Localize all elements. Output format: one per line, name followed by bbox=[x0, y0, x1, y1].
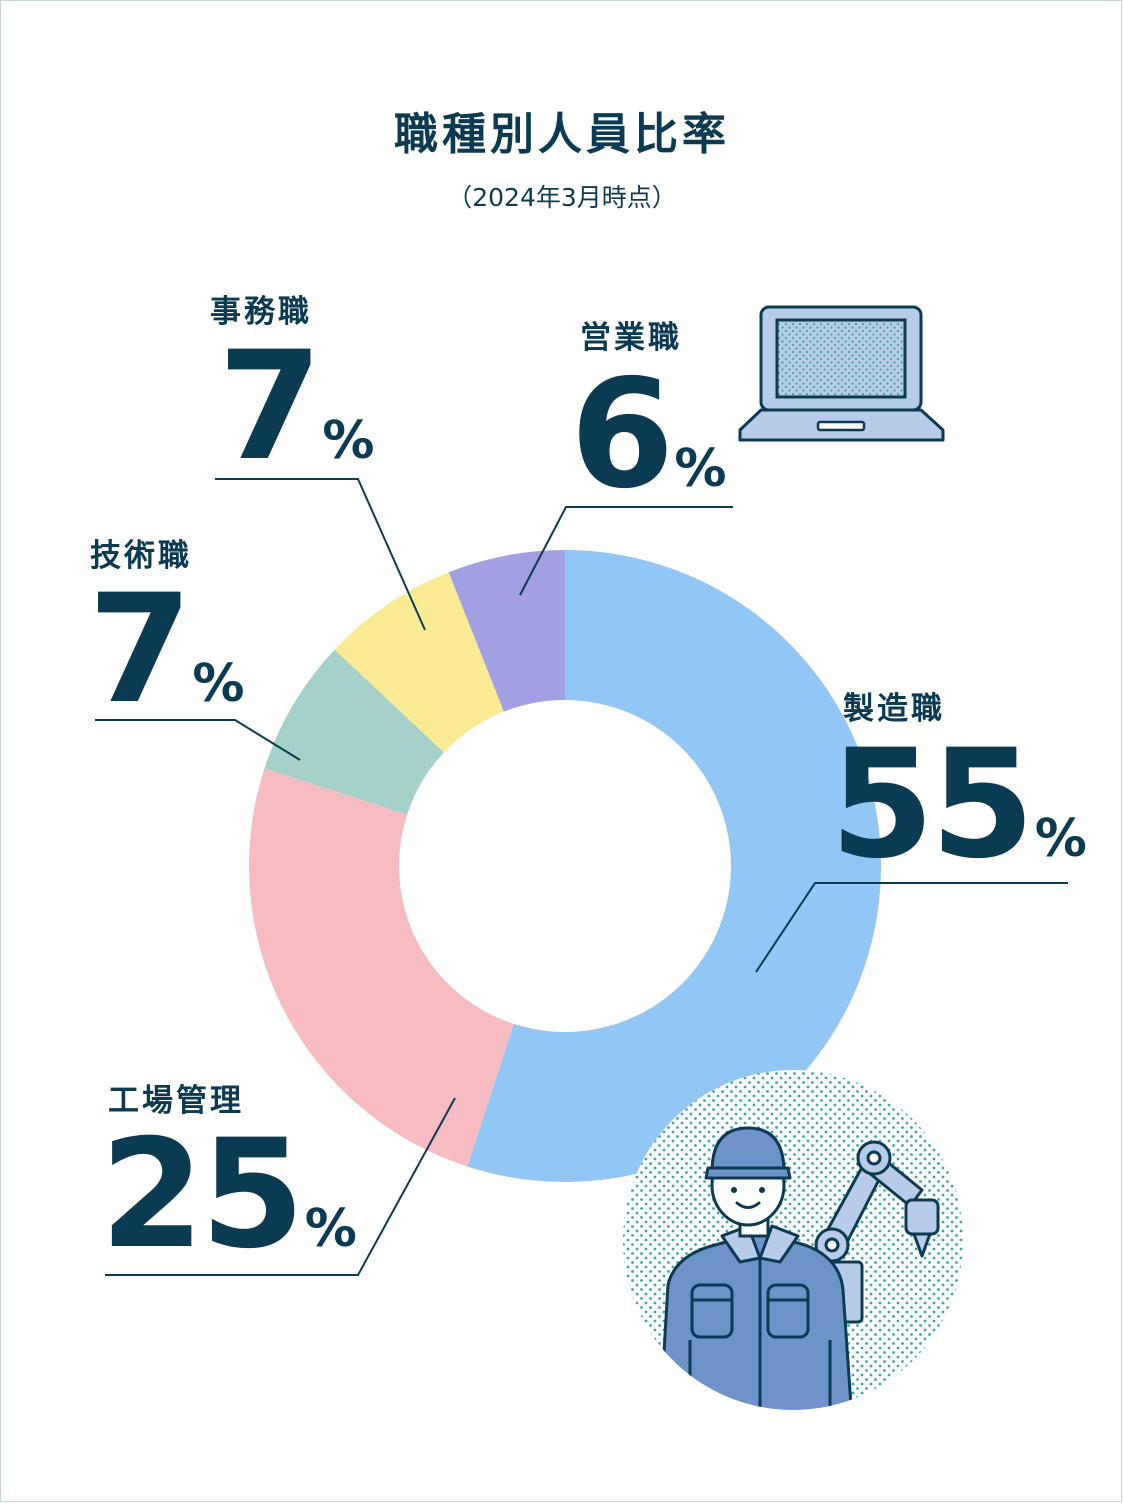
slice-label-eigyo: 営業職 bbox=[580, 320, 682, 356]
pct-unit: % bbox=[1034, 809, 1087, 869]
slice-kojo bbox=[249, 768, 514, 1167]
slice-label-gijutsu: 技術職 bbox=[90, 538, 192, 574]
pct-number-gijutsu: 7 bbox=[88, 563, 192, 737]
slice-gijutsu bbox=[264, 649, 444, 815]
slice-jimu bbox=[334, 572, 504, 753]
leader-line-eigyo bbox=[519, 506, 733, 596]
pct-number-eigyo: 6 bbox=[570, 348, 674, 522]
pct-value-seizo: 55% bbox=[830, 730, 1087, 880]
pct-value-gijutsu: 7% bbox=[88, 575, 244, 725]
chart-title: 職種別人員比率 bbox=[394, 109, 730, 160]
pct-unit: % bbox=[192, 654, 245, 714]
slice-label-jimu: 事務職 bbox=[210, 294, 312, 330]
leader-lines bbox=[95, 478, 1068, 1276]
laptop-icon bbox=[738, 305, 945, 442]
leader-line-gijutsu bbox=[95, 719, 301, 761]
chart-subtitle: （2024年3月時点） bbox=[447, 183, 677, 212]
leader-line-kojo bbox=[105, 1097, 456, 1276]
slice-seizo bbox=[467, 550, 882, 1182]
pct-number-jimu: 7 bbox=[218, 320, 322, 494]
pct-number-kojo: 25 bbox=[100, 1108, 305, 1282]
pct-unit: % bbox=[322, 411, 375, 471]
pct-value-eigyo: 6% bbox=[570, 360, 726, 510]
slice-eigyo bbox=[448, 550, 565, 712]
leader-line-seizo bbox=[755, 882, 1068, 973]
slice-label-kojo: 工場管理 bbox=[108, 1083, 244, 1119]
pct-value-jimu: 7% bbox=[218, 332, 374, 482]
pct-value-kojo: 25% bbox=[100, 1120, 357, 1270]
donut-slices bbox=[249, 550, 882, 1182]
slice-label-seizo: 製造職 bbox=[843, 691, 945, 727]
pct-unit: % bbox=[674, 439, 727, 499]
pct-unit: % bbox=[304, 1199, 357, 1259]
leader-line-jimu bbox=[215, 478, 426, 631]
factory-worker-illustration bbox=[623, 1070, 963, 1410]
pct-number-seizo: 55 bbox=[830, 718, 1035, 892]
